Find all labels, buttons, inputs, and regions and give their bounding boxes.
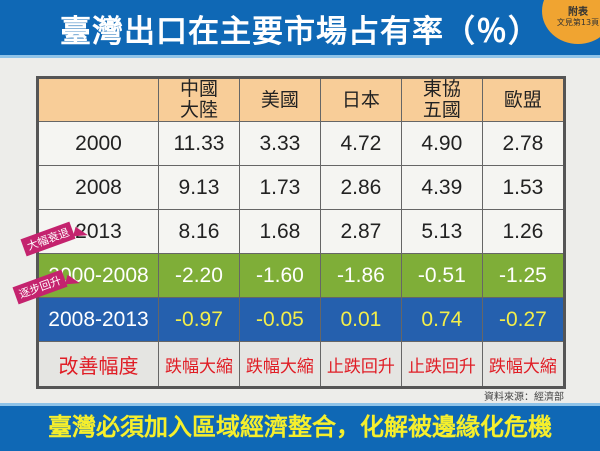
table-cell: 1.26 (481, 209, 566, 254)
header-label-asean: 東協五國 (422, 78, 461, 121)
table-row: 改善幅度 跌幅大縮 跌幅大縮 止跌回升 止跌回升 跌幅大縮 (37, 341, 566, 388)
table-cell: 跌幅大縮 (238, 341, 321, 388)
table-cell: -1.86 (319, 253, 402, 298)
table-row: 2000 11.33 3.33 4.72 4.90 2.78 (37, 121, 566, 166)
table-cell: 11.33 (158, 121, 240, 166)
row-label: 2008 (37, 165, 159, 210)
table-cell: -1.25 (481, 253, 566, 298)
table-cell: -0.27 (481, 297, 566, 342)
table-cell: -2.20 (158, 253, 240, 298)
table-cell: 1.53 (481, 165, 566, 210)
row-label: 2008-2013 (37, 297, 159, 342)
data-table: 中國大陸 美國 日本 東協五國 歐盟 2000 11.33 3.33 4.72 4.90… (36, 76, 566, 389)
table-cell: 止跌回升 (319, 341, 402, 388)
table-cell: 2.87 (319, 209, 402, 254)
header-cell: 日本 (319, 77, 402, 122)
header-cell: 東協五國 (400, 77, 483, 122)
header-band (0, 0, 600, 58)
row-label: 2013 (37, 209, 159, 254)
table-cell: 0.74 (400, 297, 483, 342)
table-cell: 止跌回升 (400, 341, 483, 388)
table-cell: -0.97 (158, 297, 240, 342)
page-title: 臺灣出口在主要市場占有率（％） (60, 14, 540, 50)
header-cell (37, 77, 159, 122)
table-row: 2008 9.13 1.73 2.86 4.39 1.53 (37, 165, 566, 210)
badge-label: 附表 (568, 7, 588, 18)
table-cell: 4.72 (319, 121, 402, 166)
table-row: 2013 8.16 1.68 2.87 5.13 1.26 (37, 209, 566, 254)
table-cell: 2.78 (481, 121, 566, 166)
header-label-china: 中國大陸 (179, 78, 218, 121)
table-cell: 9.13 (158, 165, 240, 210)
header-cell: 中國大陸 (158, 77, 240, 122)
footer-banner: 臺灣必須加入區域經濟整合，化解被邊緣化危機 (0, 403, 600, 451)
table-row: 2008-2013 -0.97 -0.05 0.01 0.74 -0.27 (37, 297, 566, 342)
row-label: 改善幅度 (37, 341, 159, 388)
header-cell: 美國 (238, 77, 321, 122)
table-cell: 跌幅大縮 (158, 341, 240, 388)
table-cell: 1.73 (238, 165, 321, 210)
table-cell: 4.39 (400, 165, 483, 210)
row-label: 2000 (37, 121, 159, 166)
table-cell: -1.60 (238, 253, 321, 298)
table-cell: 2.86 (319, 165, 402, 210)
table-cell: -0.51 (400, 253, 483, 298)
table-cell: 0.01 (319, 297, 402, 342)
table-cell: 8.16 (158, 209, 240, 254)
table-cell: 1.68 (238, 209, 321, 254)
table-cell: 跌幅大縮 (481, 341, 566, 388)
table-cell: 5.13 (400, 209, 483, 254)
table-cell: -0.05 (238, 297, 321, 342)
table-row: 2000-2008 -2.20 -1.60 -1.86 -0.51 -1.25 (37, 253, 566, 298)
table-cell: 4.90 (400, 121, 483, 166)
table-cell: 3.33 (238, 121, 321, 166)
badge-note: 文見第13頁 (556, 18, 600, 27)
header-cell: 歐盟 (481, 77, 566, 122)
source-note: 資料來源：經濟部 (484, 392, 564, 403)
table-header-row: 中國大陸 美國 日本 東協五國 歐盟 (37, 77, 566, 122)
